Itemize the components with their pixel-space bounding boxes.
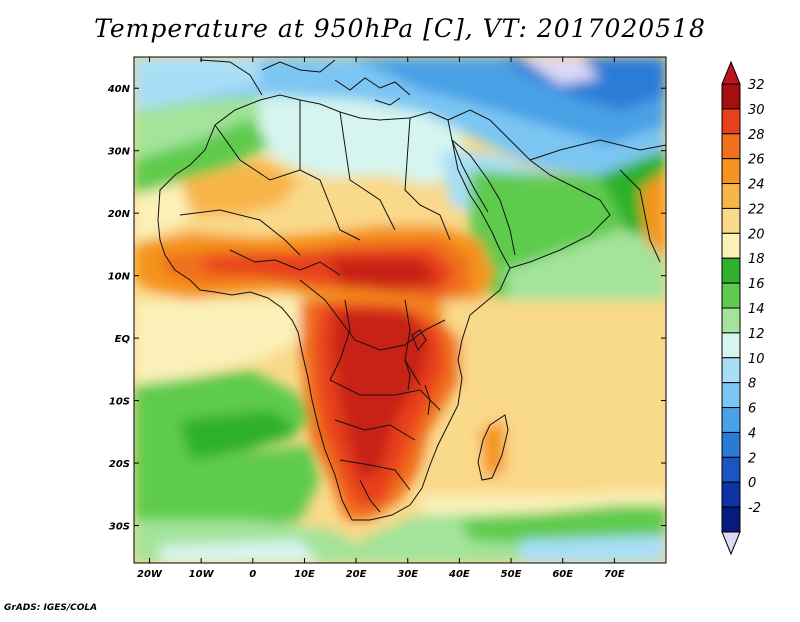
lon-tick-label: 0 [249,569,256,580]
lat-tick-label: 20S [109,459,130,470]
colorbar-swatch [721,133,741,160]
lat-tick-label: 20N [108,209,131,220]
footer-credit: GrADS: IGES/COLA [4,603,98,613]
colorbar-swatch [721,158,741,185]
colorbar-swatch [721,382,741,409]
plot-frame [133,56,667,564]
lon-tick-label: 40E [448,569,470,580]
colorbar-swatch [721,232,741,259]
colorbar-swatch [721,407,741,433]
colorbar-swatch [721,307,741,334]
lat-tick-label: 10S [109,397,130,408]
lat-tick-label: 40N [107,84,131,95]
lat-tick-label: EQ [115,334,131,345]
lat-tick-label: 30S [109,522,130,533]
axis-ticks: 40N 30N 20N 10N EQ 10S 20S 30S 20W 10W 0 10E 20E 30E 4… [107,57,666,580]
lat-tick-label: 30N [108,147,131,158]
colorbar-swatch [721,108,741,135]
colorbar-swatch [721,456,741,483]
colorbar-label: -2 [748,501,761,516]
colorbar-swatch [721,83,741,110]
colorbar-label: 0 [748,476,756,491]
colorbar-label: 6 [748,402,756,417]
colorbar-label: 10 [748,352,765,367]
colorbar-label: 8 [748,377,756,392]
colorbar-swatch [721,481,741,508]
lat-tick-label: 10N [108,272,131,283]
colorbar-swatch [721,257,741,284]
lon-tick-label: 20W [137,569,163,580]
colorbar-swatch [721,506,741,533]
colorbar-label: 2 [748,451,756,466]
colorbar-top-arrow [721,60,741,85]
colorbar-label: 20 [748,227,765,242]
colorbar-label: 22 [748,202,765,217]
lon-tick-label: 60E [552,569,573,580]
colorbar-label: 4 [748,426,756,441]
colorbar-bottom-arrow [721,531,741,556]
lon-tick-label: 10W [189,569,215,580]
colorbar-label: 30 [748,103,765,118]
colorbar-swatch [721,332,741,359]
colorbar-label: 12 [748,327,765,342]
map-title: Temperature at 950hPa [C], VT: 201702051… [94,14,706,43]
lon-tick-label: 70E [604,569,625,580]
colorbar-swatch [721,207,741,234]
colorbar-label: 26 [748,153,765,168]
lon-tick-label: 10E [294,569,315,580]
colorbar-label: 18 [748,252,765,267]
colorbar-label: 24 [748,178,765,193]
lon-tick-label: 30E [397,569,418,580]
coastlines [157,59,666,521]
temperature-field [134,57,666,563]
colorbar-swatch [721,431,741,458]
colorbar-label: 16 [748,277,765,292]
colorbar-swatch [721,183,741,209]
lon-tick-label: 20E [346,569,367,580]
lon-tick-label: 50E [501,569,522,580]
colorbar-label: 28 [748,128,765,143]
colorbar-label: 14 [748,302,765,317]
colorbar-swatch [721,357,741,384]
colorbar-label: 32 [748,78,765,93]
colorbar-swatch [721,282,741,309]
